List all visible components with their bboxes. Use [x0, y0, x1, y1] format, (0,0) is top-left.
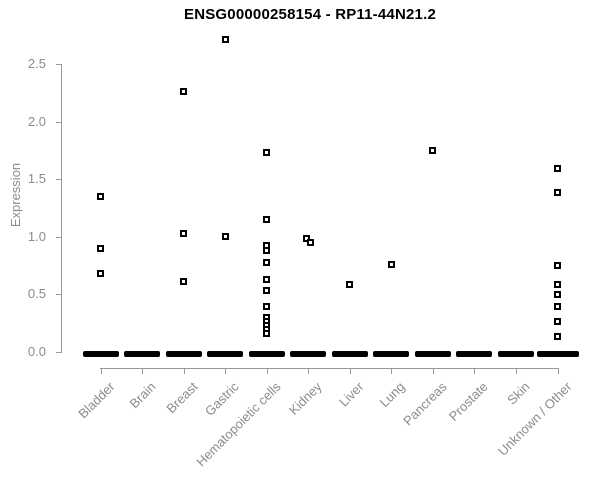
data-point: [554, 189, 562, 197]
data-point: [554, 303, 562, 311]
y-axis-tick: [56, 64, 61, 65]
x-category-label: Lung: [376, 379, 408, 411]
data-point: [221, 36, 229, 44]
data-point: [346, 281, 354, 289]
y-axis-line: [61, 64, 62, 353]
x-axis-tick: [142, 368, 144, 374]
data-point: [221, 233, 229, 240]
y-axis-tick: [56, 236, 61, 238]
x-category-label: Gastric: [202, 379, 242, 419]
data-point: [554, 333, 562, 341]
x-axis-tick: [474, 368, 476, 374]
y-axis-tick: [56, 351, 61, 353]
x-axis-tick: [516, 368, 517, 374]
data-point: [180, 229, 188, 237]
data-point: [180, 88, 188, 96]
data-point: [180, 277, 188, 285]
x-category-label: Prostate: [446, 379, 492, 424]
zero-cluster-bar: [248, 351, 285, 357]
y-tick-label: 1.5: [27, 171, 46, 186]
chart-title: ENSG00000258154 - RP11-44N21.2: [183, 6, 436, 23]
y-axis-tick: [56, 294, 61, 295]
data-point: [387, 260, 395, 268]
x-category-label: Brain: [126, 379, 159, 412]
data-point: [554, 318, 562, 326]
y-tick-label: 0.5: [27, 286, 46, 301]
y-axis-tick: [56, 121, 61, 123]
data-point: [306, 238, 314, 246]
x-axis-tick: [266, 368, 268, 374]
data-point: [263, 215, 271, 223]
zero-cluster-bar: [207, 351, 244, 357]
zero-cluster-bar: [373, 351, 410, 357]
zero-cluster-bar: [456, 351, 493, 357]
y-axis-tick: [56, 179, 61, 180]
data-point: [554, 290, 562, 298]
data-point: [263, 287, 271, 295]
data-point: [97, 244, 104, 252]
x-category-label: Breast: [163, 379, 201, 417]
x-category-label: Pancreas: [400, 379, 450, 429]
zero-cluster-bar: [331, 351, 368, 357]
y-tick-label: 1.0: [27, 228, 46, 244]
y-tick-label: 2.0: [27, 113, 46, 129]
x-category-label: Skin: [504, 379, 533, 408]
x-category-label: Liver: [335, 379, 367, 410]
x-axis-tick: [432, 368, 434, 374]
y-tick-label: 0.0: [27, 343, 46, 359]
data-point: [97, 269, 104, 277]
y-tick-label: 2.5: [27, 56, 46, 71]
x-axis-line: [99, 368, 559, 369]
x-axis-tick: [100, 368, 102, 374]
x-category-label: Bladder: [74, 379, 118, 422]
data-point: [554, 165, 562, 173]
zero-cluster-bar: [124, 351, 161, 357]
data-point: [263, 149, 271, 157]
data-point: [263, 329, 271, 337]
x-axis-tick: [557, 368, 559, 374]
x-axis-tick: [225, 368, 227, 374]
data-point: [263, 303, 271, 311]
x-axis-tick: [391, 368, 393, 374]
x-axis-tick: [183, 368, 185, 374]
data-point: [263, 259, 271, 267]
data-point: [554, 281, 562, 289]
zero-cluster-bar: [536, 351, 579, 357]
data-point: [263, 246, 271, 254]
x-axis-tick: [308, 368, 310, 374]
data-point: [97, 192, 104, 200]
zero-cluster-bar: [498, 351, 534, 357]
x-axis-tick: [349, 368, 351, 374]
data-point: [429, 146, 437, 154]
zero-cluster-bar: [165, 351, 202, 357]
x-category-label: Kidney: [286, 379, 325, 418]
data-point: [554, 261, 562, 269]
x-category-label: Unknown / Other: [494, 379, 575, 459]
data-point: [263, 275, 271, 283]
zero-cluster-bar: [82, 351, 119, 357]
zero-cluster-bar: [290, 351, 327, 357]
zero-cluster-bar: [414, 351, 451, 357]
